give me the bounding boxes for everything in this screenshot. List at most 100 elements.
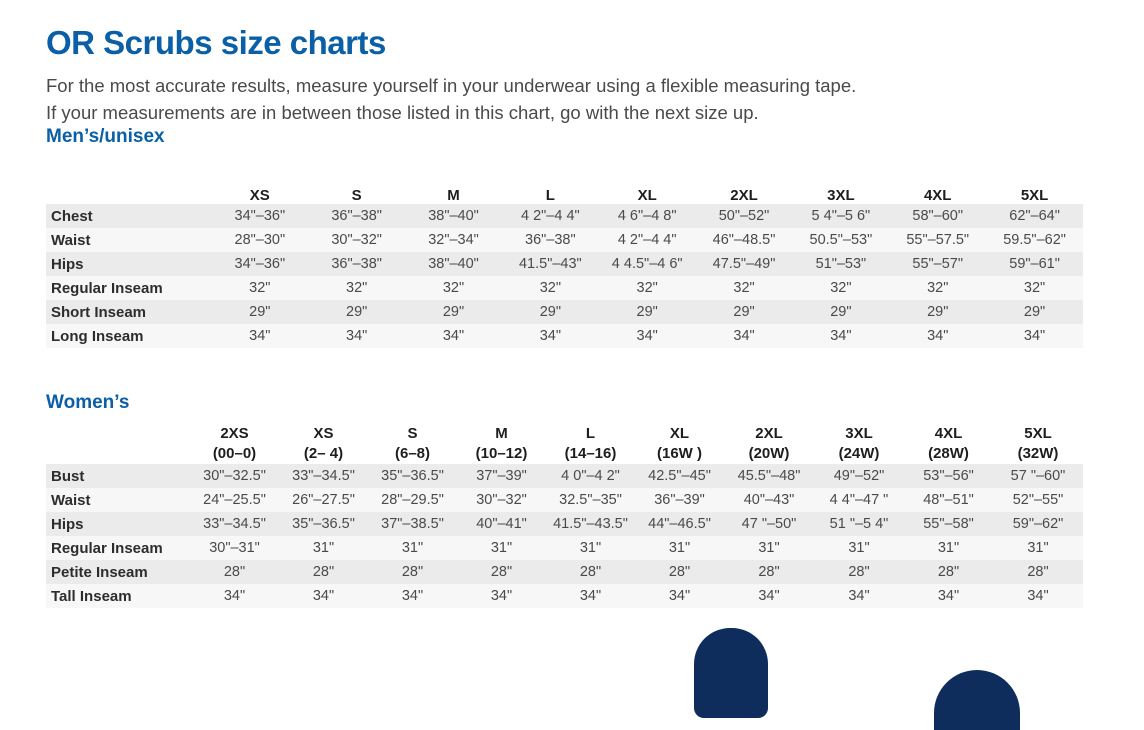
women-size-header: L (14–16)	[546, 420, 635, 464]
men-cell-value: 34"–36"	[211, 252, 309, 276]
intro-text: For the most accurate results, measure y…	[46, 72, 856, 126]
women-size-header: S (6–8)	[368, 420, 457, 464]
men-cell-value: 59"–61"	[986, 252, 1083, 276]
men-cell-value: 34"	[211, 324, 309, 348]
women-table-row: Petite Inseam 28" 28" 28" 28" 28" 28" 28" 28" 28"…	[46, 560, 1083, 584]
women-cell-value: 31"	[635, 536, 724, 560]
women-cell-value: 34"	[993, 584, 1083, 608]
men-row-label: Hips	[46, 252, 212, 276]
men-header-blank	[46, 180, 211, 204]
men-cell-value: 38"–40"	[405, 204, 502, 228]
men-size-header: L	[545, 187, 555, 204]
women-table-row: Hips 33"–34.5" 35"–36.5" 37"–38.5" 40"–41" 41…	[46, 512, 1083, 536]
women-size-header: XL (16W )	[635, 420, 724, 464]
men-cell-value: 29"	[211, 300, 309, 324]
women-row-label: Petite Inseam	[46, 560, 190, 584]
men-cell-value: 41.5"–43"	[501, 252, 599, 276]
men-section-title: Men’s/unisex	[46, 126, 165, 147]
women-cell-value: 28"–29.5"	[368, 488, 457, 512]
men-cell-value: 47.5"–49"	[695, 252, 793, 276]
women-size-label: 3XL	[845, 425, 873, 442]
women-size-sub: (14–16)	[564, 445, 617, 462]
women-cell-value: 28"	[457, 560, 546, 584]
women-cell-value: 4 0"–4 2"	[546, 464, 635, 488]
women-cell-value: 35"–36.5"	[279, 512, 368, 536]
women-cell-value: 44"–46.5"	[635, 512, 724, 536]
men-cell-value: 29"	[986, 300, 1083, 324]
men-size-header: S	[351, 187, 362, 204]
women-size-sub: (32W)	[1017, 445, 1059, 462]
women-header-blank	[46, 420, 190, 464]
men-cell-value: 36"–38"	[308, 204, 406, 228]
women-cell-value: 31"	[279, 536, 368, 560]
women-cell-value: 28"	[993, 560, 1083, 584]
men-cell-value: 34"	[889, 324, 987, 348]
women-table-row: Tall Inseam 34" 34" 34" 34" 34" 34" 34" 34" 34" 34…	[46, 584, 1083, 608]
women-cell-value: 30"–32"	[457, 488, 546, 512]
women-cell-value: 48"–51"	[904, 488, 993, 512]
women-size-sub: (16W )	[657, 445, 702, 462]
women-cell-value: 31"	[904, 536, 993, 560]
women-cell-value: 55"–58"	[904, 512, 993, 536]
men-cell-value: 32"	[598, 276, 696, 300]
women-cell-value: 57 "–60"	[993, 464, 1083, 488]
female-silhouette-icon	[934, 670, 1020, 730]
women-cell-value: 37"–38.5"	[368, 512, 457, 536]
women-size-label: XS	[313, 425, 334, 442]
women-table-row: Regular Inseam 30"–31" 31" 31" 31" 31" 31" 31" 3…	[46, 536, 1083, 560]
women-size-sub: (24W)	[838, 445, 880, 462]
women-cell-value: 41.5"–43.5"	[546, 512, 635, 536]
women-size-label: 5XL	[1024, 425, 1052, 442]
men-cell-value: 34"	[405, 324, 502, 348]
women-size-label: 2XS	[220, 425, 249, 442]
women-size-header: 3XL (24W)	[814, 420, 904, 464]
women-cell-value: 28"	[724, 560, 814, 584]
men-cell-value: 32"	[501, 276, 599, 300]
women-cell-value: 30"–31"	[190, 536, 279, 560]
women-cell-value: 45.5"–48"	[724, 464, 814, 488]
men-cell-value: 34"	[598, 324, 696, 348]
men-cell-value: 4 2"–4 4"	[598, 228, 696, 252]
women-cell-value: 28"	[190, 560, 279, 584]
women-cell-value: 34"	[814, 584, 904, 608]
men-cell-value: 4 6"–4 8"	[598, 204, 696, 228]
men-cell-value: 36"–38"	[501, 228, 599, 252]
intro-line-1: For the most accurate results, measure y…	[46, 75, 857, 96]
women-cell-value: 24"–25.5"	[190, 488, 279, 512]
women-size-header: 4XL (28W)	[904, 420, 993, 464]
women-cell-value: 34"	[904, 584, 993, 608]
men-cell-value: 34"	[308, 324, 406, 348]
men-size-header: M	[447, 187, 460, 204]
page-title: OR Scrubs size charts	[46, 24, 386, 61]
men-cell-value: 51"–53"	[792, 252, 890, 276]
men-cell-value: 32"	[211, 276, 309, 300]
men-row-label: Regular Inseam	[46, 276, 212, 300]
women-cell-value: 42.5"–45"	[635, 464, 724, 488]
men-header-row: XS S M L XL 2XL 3XL 4XL 5XL	[46, 180, 1083, 204]
men-table-row: Regular Inseam 32" 32" 32" 32" 32" 32" 32" 32" 32…	[46, 276, 1083, 300]
men-cell-value: 32"	[792, 276, 890, 300]
men-cell-value: 62"–64"	[986, 204, 1083, 228]
men-cell-value: 55"–57"	[889, 252, 987, 276]
men-row-label: Waist	[46, 228, 212, 252]
women-cell-value: 32.5"–35"	[546, 488, 635, 512]
women-cell-value: 28"	[814, 560, 904, 584]
women-cell-value: 51 "–5 4"	[814, 512, 904, 536]
women-cell-value: 40"–43"	[724, 488, 814, 512]
men-cell-value: 29"	[695, 300, 793, 324]
women-cell-value: 28"	[368, 560, 457, 584]
women-cell-value: 30"–32.5"	[190, 464, 279, 488]
men-cell-value: 4 2"–4 4"	[501, 204, 599, 228]
women-size-header: XS (2– 4)	[279, 420, 368, 464]
men-cell-value: 38"–40"	[405, 252, 502, 276]
women-cell-value: 49"–52"	[814, 464, 904, 488]
women-cell-value: 31"	[546, 536, 635, 560]
women-cell-value: 36"–39"	[635, 488, 724, 512]
women-cell-value: 31"	[814, 536, 904, 560]
women-cell-value: 34"	[457, 584, 546, 608]
men-cell-value: 4 4.5"–4 6"	[598, 252, 696, 276]
men-size-header: 5XL	[1020, 187, 1049, 204]
women-size-header: M (10–12)	[457, 420, 546, 464]
women-size-sub: (2– 4)	[303, 445, 344, 462]
women-cell-value: 34"	[724, 584, 814, 608]
